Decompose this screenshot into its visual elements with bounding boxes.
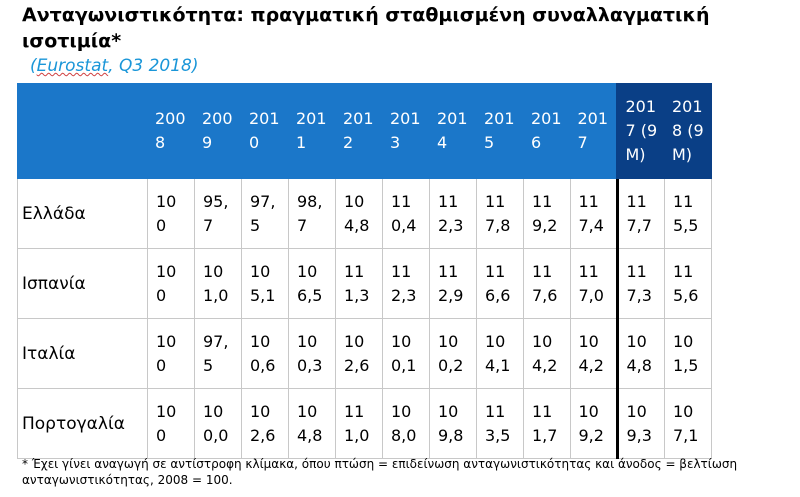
table-cell: 97,5 — [241, 178, 289, 249]
table-cell: 106,5 — [288, 248, 336, 319]
table-cell: 104,8 — [288, 388, 336, 459]
table-cell: 100,2 — [429, 318, 477, 389]
table-cell: 112,3 — [382, 248, 430, 319]
table-cell: 100,1 — [382, 318, 430, 389]
country-label: Ελλάδα — [17, 178, 148, 249]
table-cell: 109,3 — [616, 388, 665, 459]
table-row: Ισπανία 100 101,0 105,1 106,5 111,3 112,… — [17, 248, 712, 319]
table-cell: 104,8 — [616, 318, 665, 389]
table-cell: 111,7 — [523, 388, 571, 459]
country-label: Πορτογαλία — [17, 388, 148, 459]
table-cell: 104,8 — [335, 178, 383, 249]
col-header: 2008 — [147, 83, 195, 179]
footnote: * Έχει γίνει αναγωγή σε αντίστροφη κλίμα… — [22, 457, 738, 487]
table-cell: 113,5 — [476, 388, 524, 459]
country-label: Ιταλία — [17, 318, 148, 389]
table-cell: 115,5 — [664, 178, 712, 249]
exchange-rate-table: 2008 2009 2010 2011 2012 2013 2014 2015 … — [17, 83, 712, 459]
col-header: 2016 — [523, 83, 571, 179]
table-cell: 112,9 — [429, 248, 477, 319]
table-row: Ιταλία 100 97,5 100,6 100,3 102,6 100,1 … — [17, 318, 712, 389]
table-cell: 117,4 — [570, 178, 618, 249]
subtitle-open: ( — [30, 56, 37, 76]
page-title: Ανταγωνιστικότητα: πραγματική σταθμισμέν… — [22, 4, 710, 52]
table-cell: 109,8 — [429, 388, 477, 459]
subtitle-rest: , Q3 2018) — [108, 56, 199, 76]
col-header-highlight: 2018 (9 M) — [664, 83, 712, 179]
table-cell: 107,1 — [664, 388, 712, 459]
table-row: Ελλάδα 100 95,7 97,5 98,7 104,8 110,4 11… — [17, 178, 712, 249]
table-cell: 104,1 — [476, 318, 524, 389]
table-cell: 115,6 — [664, 248, 712, 319]
col-header: 2012 — [335, 83, 383, 179]
source-subtitle: (Eurostat, Q3 2018) — [30, 55, 198, 77]
table-cell: 116,6 — [476, 248, 524, 319]
table-cell: 112,3 — [429, 178, 477, 249]
table-cell: 111,0 — [335, 388, 383, 459]
table-cell: 117,0 — [570, 248, 618, 319]
col-header-highlight: 2017 (9 M) — [616, 83, 665, 179]
table-cell: 117,8 — [476, 178, 524, 249]
table-cell: 102,6 — [335, 318, 383, 389]
table-row: Πορτογαλία 100 100,0 102,6 104,8 111,0 1… — [17, 388, 712, 459]
table-cell: 117,3 — [616, 248, 665, 319]
table-cell: 119,2 — [523, 178, 571, 249]
table-cell: 101,5 — [664, 318, 712, 389]
table-cell: 100 — [147, 318, 195, 389]
table-cell: 104,2 — [523, 318, 571, 389]
table-cell: 105,1 — [241, 248, 289, 319]
col-header: 2014 — [429, 83, 477, 179]
col-header: 2009 — [194, 83, 242, 179]
table-cell: 117,7 — [616, 178, 665, 249]
table-cell: 100,3 — [288, 318, 336, 389]
table-cell: 100,6 — [241, 318, 289, 389]
col-header: 2011 — [288, 83, 336, 179]
table-cell: 108,0 — [382, 388, 430, 459]
table-cell: 95,7 — [194, 178, 242, 249]
table-cell: 101,0 — [194, 248, 242, 319]
country-label: Ισπανία — [17, 248, 148, 319]
table-cell: 100 — [147, 178, 195, 249]
col-header: 2013 — [382, 83, 430, 179]
col-header: 2015 — [476, 83, 524, 179]
col-header: 2010 — [241, 83, 289, 179]
table-cell: 98,7 — [288, 178, 336, 249]
col-header: 2017 — [570, 83, 618, 179]
table-cell: 100 — [147, 388, 195, 459]
table-cell: 100,0 — [194, 388, 242, 459]
table-cell: 100 — [147, 248, 195, 319]
table-cell: 117,6 — [523, 248, 571, 319]
table-cell: 111,3 — [335, 248, 383, 319]
header-corner — [17, 83, 148, 179]
table-cell: 109,2 — [570, 388, 618, 459]
table-cell: 102,6 — [241, 388, 289, 459]
table-cell: 104,2 — [570, 318, 618, 389]
table-header-row: 2008 2009 2010 2011 2012 2013 2014 2015 … — [17, 83, 712, 179]
table-cell: 97,5 — [194, 318, 242, 389]
subtitle-source: Eurostat — [36, 56, 109, 76]
table-cell: 110,4 — [382, 178, 430, 249]
